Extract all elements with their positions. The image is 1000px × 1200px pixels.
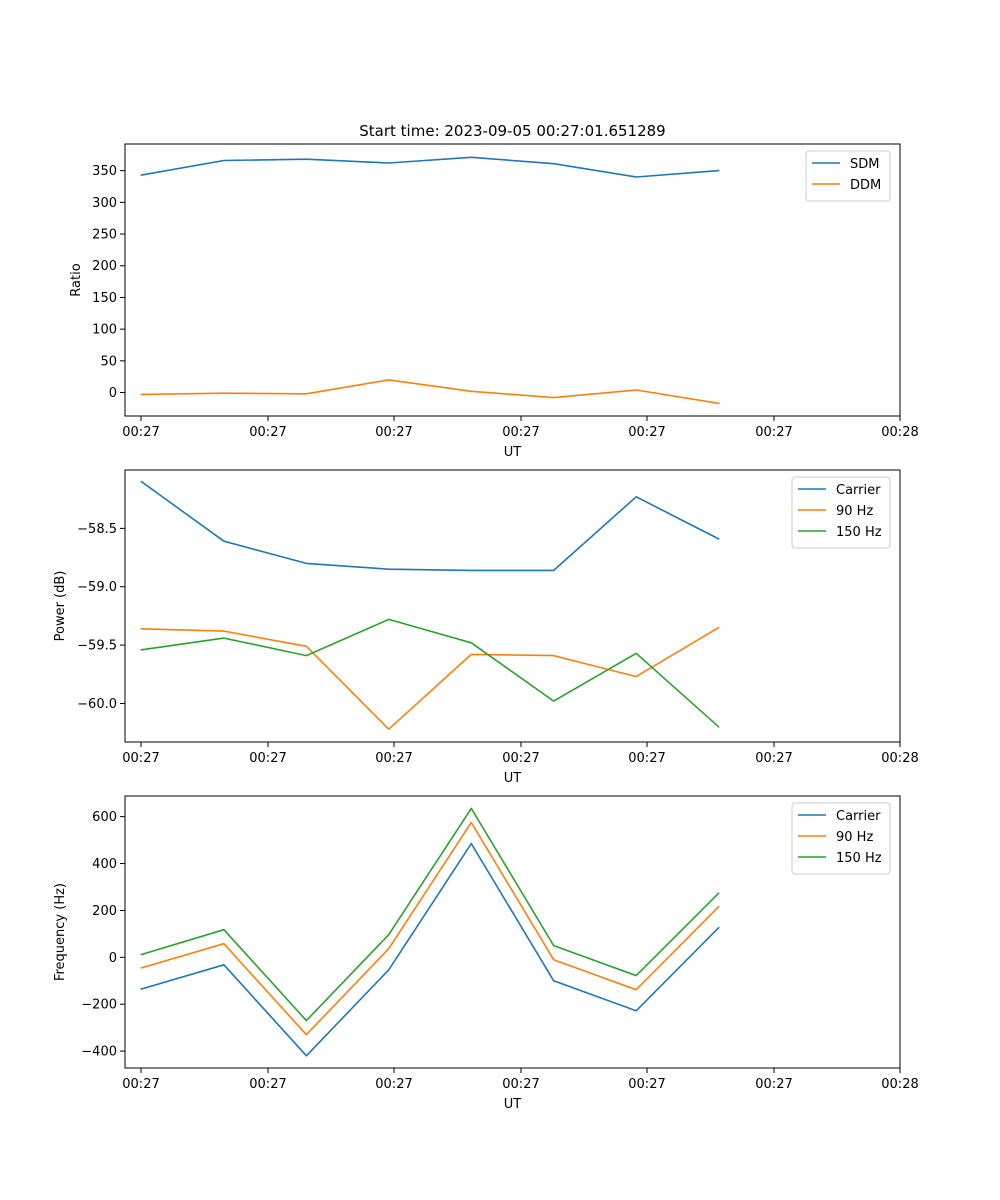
- y-tick-label: 600: [92, 810, 117, 825]
- x-tick-label: 00:27: [375, 1077, 412, 1092]
- series-line-90-hz: [140, 626, 720, 731]
- series-line-sdm: [140, 156, 720, 178]
- x-tick-label: 00:28: [881, 425, 918, 440]
- legend-label: Carrier: [836, 809, 881, 824]
- x-tick-label: 00:27: [755, 1077, 792, 1092]
- y-tick-label: −58.5: [77, 522, 117, 537]
- y-tick-label: 100: [92, 323, 117, 338]
- x-tick-label: 00:27: [502, 1077, 539, 1092]
- legend-label: SDM: [850, 157, 879, 172]
- legend-label: 90 Hz: [836, 830, 873, 845]
- legend-label: 150 Hz: [836, 525, 882, 540]
- y-axis-label: Ratio: [69, 263, 84, 296]
- x-tick-label: 00:27: [502, 751, 539, 766]
- x-tick-label: 00:27: [755, 425, 792, 440]
- subplots: 00:27 00:27 00:27 00:27 00:27 00:27 00:28 UT 0 50…: [53, 143, 919, 1112]
- x-tick-label: 00:27: [375, 425, 412, 440]
- x-tick-label: 00:28: [881, 1077, 918, 1092]
- x-axis-label: UT: [504, 445, 522, 460]
- y-tick-label: 350: [92, 164, 117, 179]
- y-tick-label: −200: [81, 998, 117, 1013]
- x-axis-label: UT: [504, 771, 522, 786]
- x-tick-label: 00:27: [122, 1077, 159, 1092]
- y-tick-label: −59.5: [77, 639, 117, 654]
- y-tick-label: 200: [92, 259, 117, 274]
- x-tick-label: 00:27: [249, 425, 286, 440]
- x-tick-label: 00:27: [375, 751, 412, 766]
- legend-label: Carrier: [836, 483, 881, 498]
- subplot-1: 00:27 00:27 00:27 00:27 00:27 00:27 00:28 UT 0 50…: [69, 143, 919, 460]
- y-tick-label: 0: [109, 386, 117, 401]
- series-line-150-hz: [140, 807, 720, 1022]
- series-line-150-hz: [140, 618, 720, 728]
- y-tick-label: −60.0: [77, 697, 117, 712]
- subplot-2: 00:27 00:27 00:27 00:27 00:27 00:27 00:28 UT −60…: [53, 469, 919, 786]
- legend-label: DDM: [850, 178, 881, 193]
- x-tick-label: 00:27: [249, 1077, 286, 1092]
- subplot-3: 00:27 00:27 00:27 00:27 00:27 00:27 00:28 UT −40…: [53, 795, 919, 1112]
- x-tick-label: 00:27: [755, 751, 792, 766]
- x-tick-label: 00:27: [628, 425, 665, 440]
- axes-frame: [124, 795, 901, 1069]
- x-tick-label: 00:27: [628, 1077, 665, 1092]
- series-line-carrier: [140, 842, 720, 1057]
- y-tick-label: −59.0: [77, 580, 117, 595]
- y-tick-label: 50: [100, 354, 117, 369]
- x-tick-label: 00:27: [122, 425, 159, 440]
- y-tick-label: −400: [81, 1045, 117, 1060]
- y-axis-label: Frequency (Hz): [53, 883, 68, 981]
- x-axis-label: UT: [504, 1097, 522, 1112]
- legend-label: 150 Hz: [836, 851, 882, 866]
- y-axis-label: Power (dB): [53, 571, 68, 642]
- axes-frame: [124, 143, 901, 417]
- legend: Carrier 90 Hz 150 Hz: [791, 476, 891, 549]
- axes-frame: [124, 469, 901, 743]
- y-tick-label: 150: [92, 291, 117, 306]
- x-tick-label: 00:27: [122, 751, 159, 766]
- x-tick-label: 00:27: [502, 425, 539, 440]
- y-tick-label: 300: [92, 196, 117, 211]
- y-tick-label: 400: [92, 857, 117, 872]
- series-line-carrier: [140, 480, 720, 572]
- legend-label: 90 Hz: [836, 504, 873, 519]
- series-line-ddm: [140, 379, 720, 405]
- series-line-90-hz: [140, 821, 720, 1036]
- x-tick-label: 00:27: [249, 751, 286, 766]
- y-tick-label: 0: [109, 951, 117, 966]
- figure-title: Start time: 2023-09-05 00:27:01.651289: [359, 122, 665, 140]
- x-tick-label: 00:28: [881, 751, 918, 766]
- y-tick-label: 200: [92, 904, 117, 919]
- legend: SDM DDM: [805, 150, 891, 202]
- legend: Carrier 90 Hz 150 Hz: [791, 802, 891, 875]
- y-tick-label: 250: [92, 228, 117, 243]
- x-tick-label: 00:27: [628, 751, 665, 766]
